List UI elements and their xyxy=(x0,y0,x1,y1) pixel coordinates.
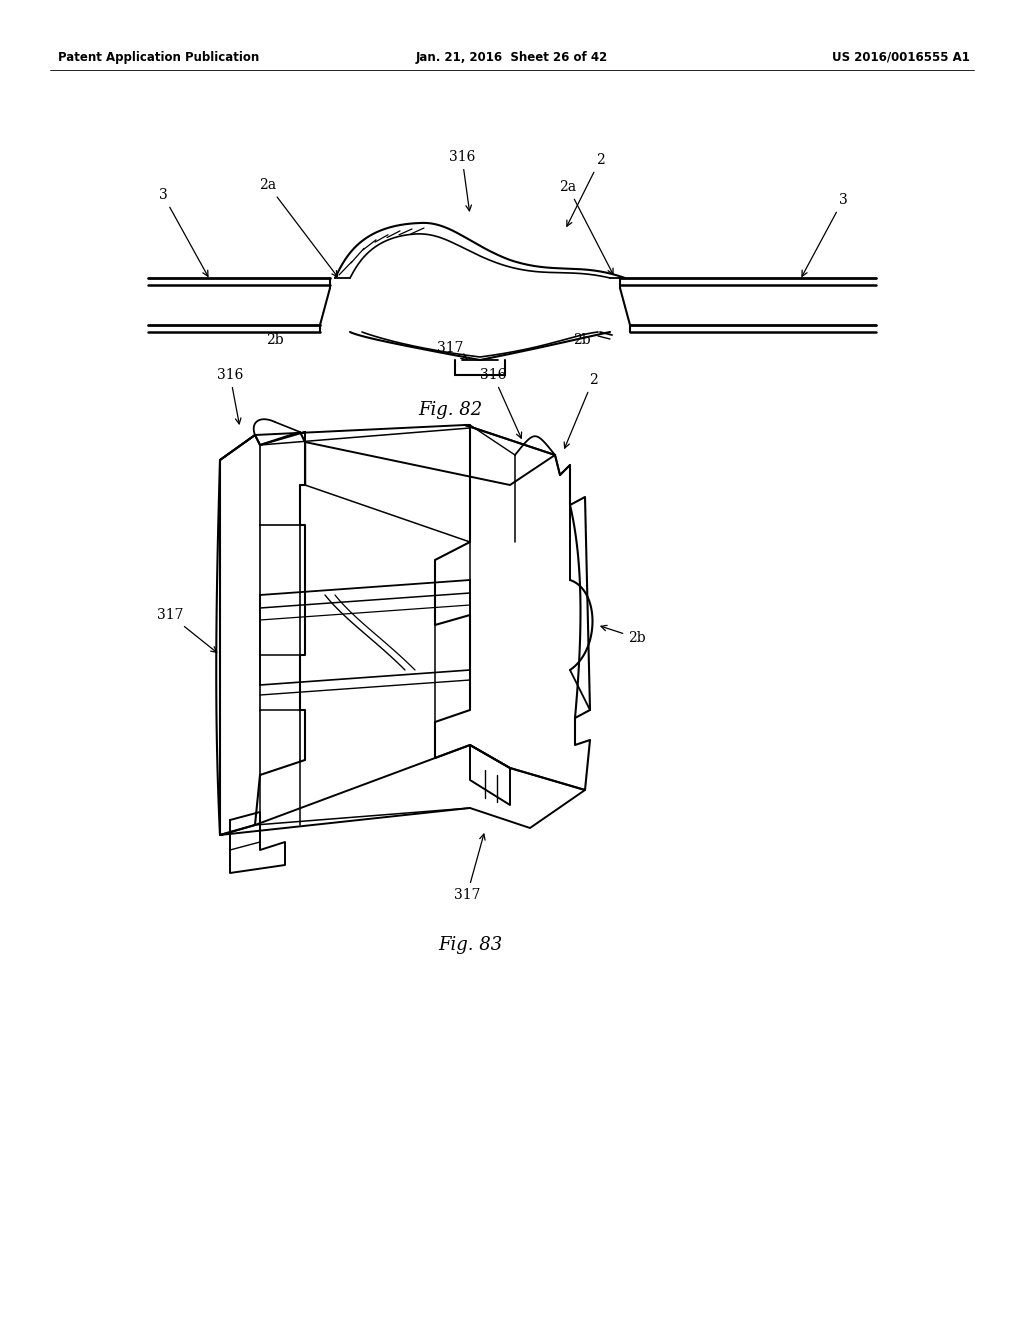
Text: 3: 3 xyxy=(802,193,848,276)
Text: 317: 317 xyxy=(454,834,485,902)
Text: Fig. 82: Fig. 82 xyxy=(418,401,482,418)
Text: 2a: 2a xyxy=(559,180,613,275)
Text: 2b: 2b xyxy=(601,626,646,645)
Text: 317: 317 xyxy=(437,341,467,359)
Text: US 2016/0016555 A1: US 2016/0016555 A1 xyxy=(833,50,970,63)
Text: 316: 316 xyxy=(449,150,475,211)
Text: 3: 3 xyxy=(159,187,208,276)
Text: Jan. 21, 2016  Sheet 26 of 42: Jan. 21, 2016 Sheet 26 of 42 xyxy=(416,50,608,63)
Text: 2b: 2b xyxy=(573,333,591,347)
Text: 316: 316 xyxy=(480,368,521,438)
Text: Patent Application Publication: Patent Application Publication xyxy=(58,50,259,63)
Text: Fig. 83: Fig. 83 xyxy=(438,936,502,954)
Text: 2b: 2b xyxy=(266,333,284,347)
Text: 317: 317 xyxy=(157,609,217,652)
Text: 2a: 2a xyxy=(259,178,338,277)
Text: 2: 2 xyxy=(564,374,597,449)
Text: 316: 316 xyxy=(217,368,243,424)
Text: 2: 2 xyxy=(567,153,604,226)
